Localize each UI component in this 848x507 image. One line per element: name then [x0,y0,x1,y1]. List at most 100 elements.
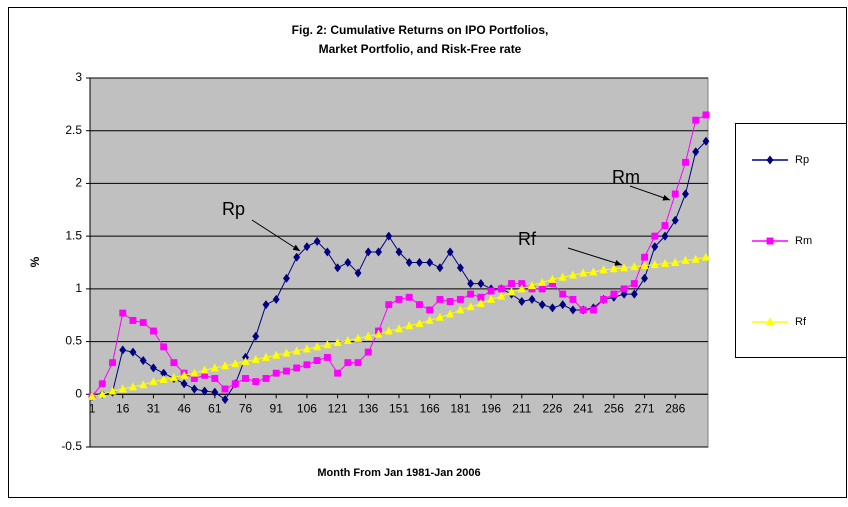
y-tick-label: 0 [75,386,82,400]
marker [262,300,270,310]
marker [477,278,485,289]
marker [118,384,127,393]
marker [344,359,352,367]
marker [518,296,526,307]
marker [517,284,526,293]
marker [139,319,147,327]
marker [231,380,239,388]
marker [139,380,148,389]
marker [651,232,659,240]
marker [272,294,280,305]
marker [303,242,311,252]
marker [661,231,669,241]
legend-label: Rm [795,235,812,247]
marker [497,285,505,293]
marker [456,305,465,314]
marker [692,147,700,157]
marker [681,255,690,264]
marker [119,309,127,317]
marker [109,359,116,367]
marker [477,293,485,301]
marker [303,361,311,369]
marker [558,272,567,281]
marker [456,295,464,303]
x-tick-label: 121 [328,401,348,415]
marker [436,295,444,303]
x-tick-label: 106 [297,401,317,415]
legend-label: Rf [795,316,807,328]
marker [425,315,434,324]
marker [231,358,240,368]
marker [374,329,383,338]
marker [765,317,775,326]
marker [354,359,362,367]
marker [507,287,516,296]
x-tick-label: 1 [89,401,96,415]
x-tick-label: 136 [358,401,378,415]
x-tick-label: 16 [116,401,130,415]
marker [641,253,649,261]
marker [190,368,199,377]
marker [159,374,168,383]
marker [436,263,444,273]
marker [691,254,700,263]
annotation: Rf [518,229,537,249]
marker [681,189,690,199]
marker [211,375,219,382]
marker [559,290,567,298]
x-tick-label: 151 [389,401,409,415]
marker [467,278,475,289]
marker [426,306,434,314]
marker [272,350,281,359]
marker [293,252,301,262]
marker [702,136,710,146]
marker [323,339,332,349]
marker [385,231,393,241]
marker [569,295,577,303]
marker [671,190,679,198]
marker [766,155,774,165]
marker [333,337,342,347]
marker [334,263,342,273]
marker [272,369,280,377]
marker [384,326,393,335]
marker [528,294,536,305]
x-tick-label: 31 [147,401,161,415]
annotation-arrow [567,247,623,266]
marker [313,236,321,247]
x-tick-label: 181 [450,401,470,415]
marker [702,111,710,119]
marker [405,320,414,330]
marker [354,268,362,278]
marker [180,379,188,389]
marker [630,280,638,288]
x-tick-label: 196 [481,401,501,415]
marker [435,312,445,321]
marker [220,361,230,370]
marker [568,270,578,279]
marker [364,247,372,257]
marker [251,354,260,363]
marker [364,331,373,340]
marker [415,257,423,268]
y-tick-label: 1 [75,281,82,295]
marker [129,317,137,324]
marker [640,260,649,270]
legend-label: Rp [795,154,809,166]
marker [200,365,209,374]
x-tick-label: 226 [542,401,562,415]
x-axis-label: Month From Jan 1981-Jan 2006 [317,467,480,479]
marker [375,247,383,257]
annotation: Rm [612,167,640,187]
marker [343,335,352,344]
marker [385,301,393,309]
marker [518,280,526,288]
marker [456,263,464,273]
marker [599,265,608,274]
marker [405,257,413,268]
marker [261,352,271,361]
marker [620,285,628,293]
marker [548,303,556,313]
marker [139,355,147,366]
marker [119,345,127,355]
